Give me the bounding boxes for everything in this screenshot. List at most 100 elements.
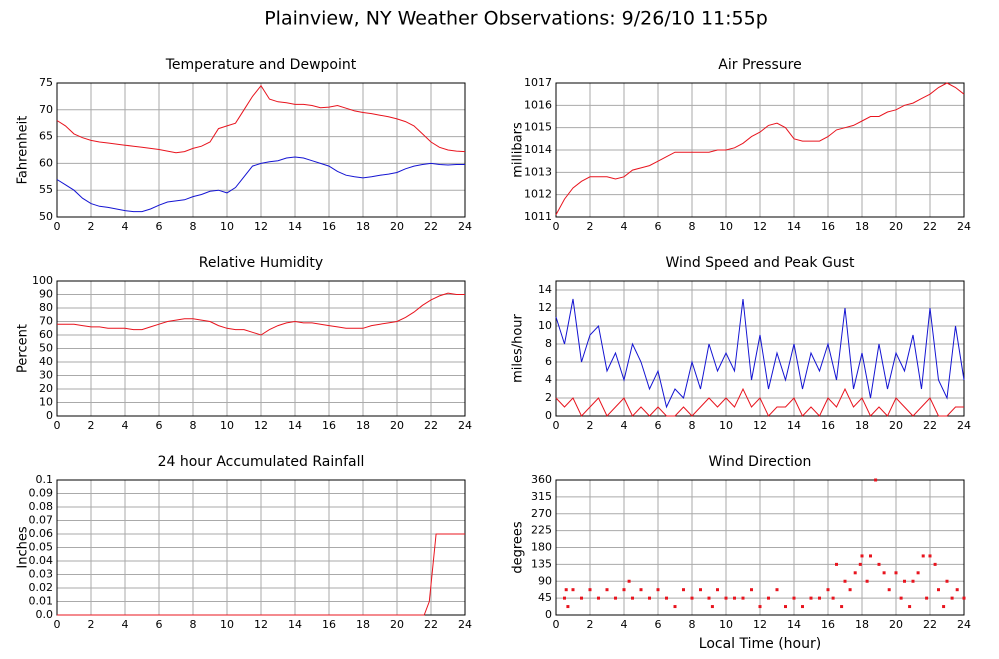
y-tick-label: 1012 xyxy=(524,188,552,201)
x-tick-label: 2 xyxy=(88,419,95,432)
scatter-point xyxy=(682,588,685,592)
x-tick-label: 8 xyxy=(190,220,197,233)
x-axis-label: Local Time (hour) xyxy=(699,636,821,652)
x-tick-label: 20 xyxy=(390,618,404,631)
x-tick-label: 24 xyxy=(957,220,971,233)
x-tick-label: 0 xyxy=(54,618,61,631)
scatter-point xyxy=(801,605,804,609)
scatter-point xyxy=(564,588,568,592)
scatter-point xyxy=(858,562,862,566)
x-tick-label: 22 xyxy=(424,419,438,432)
scatter-point xyxy=(903,579,906,583)
x-tick-label: 16 xyxy=(322,419,336,432)
scatter-point xyxy=(840,605,844,609)
panel-title: Wind Direction xyxy=(709,454,812,470)
x-tick-label: 4 xyxy=(621,220,628,233)
y-tick-label: 0.06 xyxy=(29,527,54,540)
x-tick-label: 14 xyxy=(787,419,801,432)
series-line xyxy=(555,387,964,417)
plot-frame xyxy=(555,280,965,417)
scatter-point xyxy=(784,605,787,609)
plot-frame xyxy=(56,82,466,218)
x-tick-label: 24 xyxy=(458,419,472,432)
y-axis-label: Inches xyxy=(16,526,31,568)
y-tick-label: 0.02 xyxy=(29,581,54,594)
scatter-point xyxy=(962,596,966,600)
x-tick-label: 10 xyxy=(220,419,234,432)
y-tick-label: 30 xyxy=(39,369,53,382)
y-tick-label: 225 xyxy=(531,524,552,537)
x-tick-label: 24 xyxy=(957,419,971,432)
y-tick-label: 4 xyxy=(545,373,552,386)
scatter-point xyxy=(673,605,677,609)
x-tick-label: 10 xyxy=(719,419,733,432)
scatter-point xyxy=(877,562,881,566)
y-tick-label: 180 xyxy=(531,541,552,554)
x-tick-label: 16 xyxy=(821,618,835,631)
scatter-point xyxy=(882,571,886,575)
x-tick-label: 10 xyxy=(719,220,733,233)
panel-title: 24 hour Accumulated Rainfall xyxy=(158,454,365,470)
x-tick-label: 4 xyxy=(621,618,628,631)
y-tick-label: 0.04 xyxy=(29,554,54,567)
y-tick-label: 70 xyxy=(39,103,53,116)
x-tick-label: 6 xyxy=(655,618,662,631)
scatter-point xyxy=(605,588,609,592)
x-tick-label: 18 xyxy=(356,618,370,631)
x-tick-label: 22 xyxy=(923,220,937,233)
y-tick-label: 0.03 xyxy=(29,568,54,581)
scatter-point xyxy=(588,588,592,592)
x-tick-label: 18 xyxy=(356,220,370,233)
x-tick-label: 8 xyxy=(190,618,197,631)
y-tick-label: 20 xyxy=(39,382,53,395)
scatter-point xyxy=(741,596,745,600)
y-tick-label: 360 xyxy=(531,473,552,486)
plot-frame xyxy=(555,479,965,616)
x-tick-label: 10 xyxy=(220,220,234,233)
x-tick-label: 10 xyxy=(719,618,733,631)
series-line xyxy=(555,298,965,409)
y-tick-label: 135 xyxy=(531,557,552,570)
x-tick-label: 6 xyxy=(655,220,662,233)
y-tick-label: 0 xyxy=(545,608,552,621)
y-tick-label: 60 xyxy=(39,328,53,341)
y-tick-label: 14 xyxy=(538,283,552,296)
x-tick-label: 2 xyxy=(88,220,95,233)
x-tick-label: 12 xyxy=(753,419,767,432)
scatter-point xyxy=(950,596,954,600)
scatter-point xyxy=(622,588,626,592)
x-tick-label: 8 xyxy=(689,220,696,233)
x-tick-label: 2 xyxy=(587,220,594,233)
y-tick-label: 1015 xyxy=(524,121,552,134)
y-tick-label: 90 xyxy=(39,288,53,301)
x-tick-label: 24 xyxy=(458,618,472,631)
x-tick-label: 14 xyxy=(787,618,801,631)
y-axis-label: degrees xyxy=(511,521,526,574)
series-line xyxy=(56,84,466,154)
x-tick-label: 22 xyxy=(424,220,438,233)
x-tick-label: 0 xyxy=(54,419,61,432)
scatter-point xyxy=(614,596,617,600)
x-tick-label: 20 xyxy=(889,419,903,432)
y-tick-label: 1014 xyxy=(524,143,552,156)
x-tick-label: 0 xyxy=(553,618,560,631)
y-tick-label: 0 xyxy=(46,409,53,422)
x-tick-label: 8 xyxy=(689,419,696,432)
x-tick-label: 6 xyxy=(156,419,163,432)
page-title: Plainview, NY Weather Observations: 9/26… xyxy=(264,8,768,30)
scatter-point xyxy=(665,596,668,600)
y-tick-label: 50 xyxy=(39,210,53,223)
scatter-point xyxy=(563,596,566,600)
scatter-point xyxy=(580,596,583,600)
scatter-point xyxy=(809,596,813,600)
x-tick-label: 18 xyxy=(855,220,869,233)
x-tick-label: 14 xyxy=(288,419,302,432)
scatter-point xyxy=(933,562,937,566)
scatter-point xyxy=(916,571,920,575)
scatter-point xyxy=(631,596,634,600)
scatter-point xyxy=(750,588,753,592)
scatter-point xyxy=(648,596,651,600)
scatter-point xyxy=(848,588,852,592)
scatter-point xyxy=(571,588,575,592)
